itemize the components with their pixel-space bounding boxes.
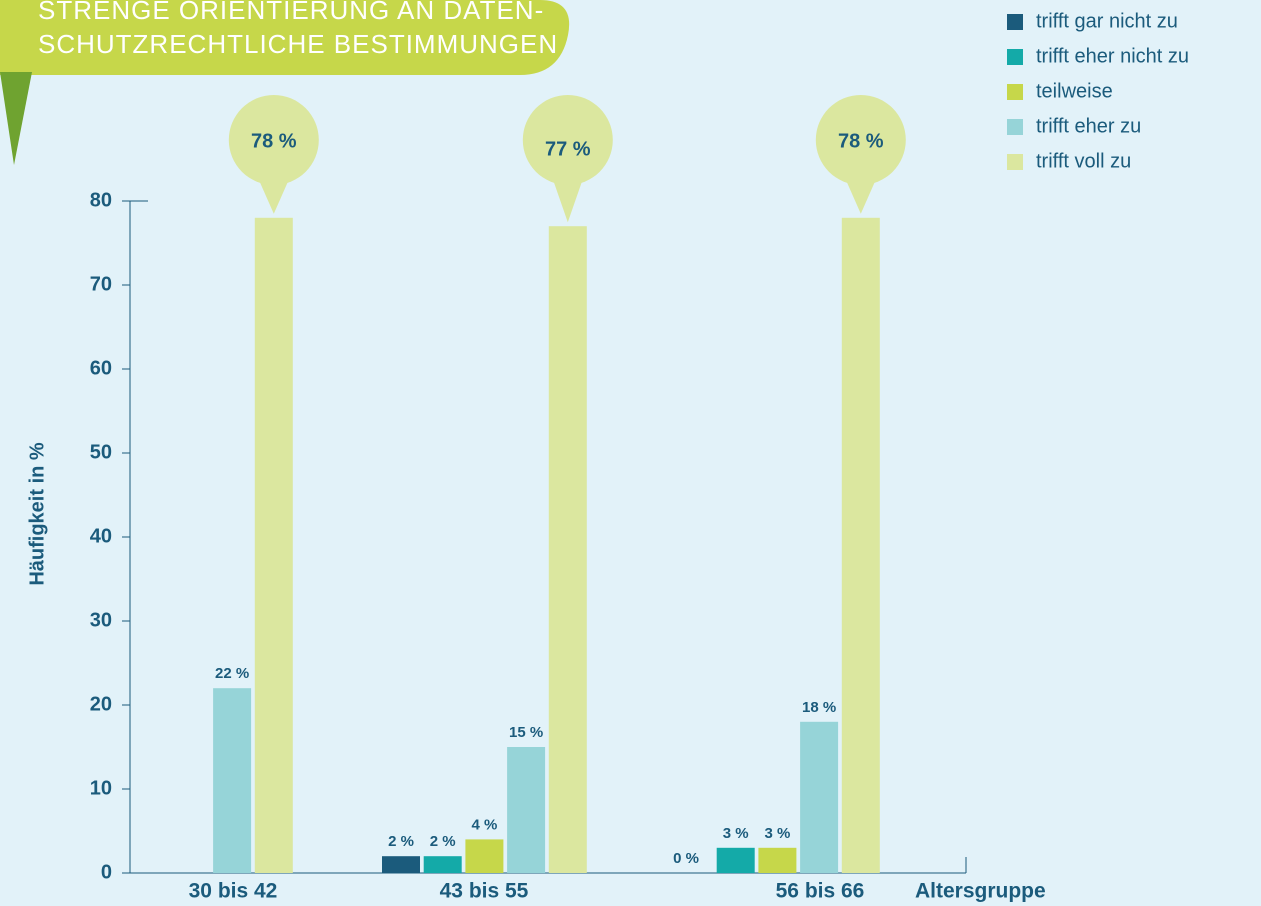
value-label: 2 %	[430, 833, 456, 850]
value-label: 78 %	[251, 130, 297, 152]
bar	[213, 688, 252, 873]
bar	[507, 747, 546, 873]
value-label: 18 %	[802, 699, 836, 716]
chart-title: SCHUTZRECHTLICHE BESTIMMUNGEN	[38, 29, 558, 59]
value-label: 22 %	[215, 665, 249, 682]
bar	[548, 226, 587, 873]
legend-label: trifft eher zu	[1036, 115, 1141, 137]
value-label: 3 %	[723, 825, 749, 842]
chart-title: STRENGE ORIENTIERUNG AN DATEN-	[38, 0, 544, 25]
value-label: 2 %	[388, 833, 414, 850]
bar	[254, 217, 293, 874]
bar	[382, 856, 420, 873]
title-banner	[0, 0, 570, 75]
value-label: 4 %	[471, 816, 497, 833]
value-label: 15 %	[509, 724, 543, 741]
y-tick-label: 10	[90, 777, 112, 799]
callout-bubble	[259, 182, 288, 214]
y-tick-label: 60	[90, 357, 112, 379]
legend-label: trifft gar nicht zu	[1036, 10, 1178, 32]
y-tick-label: 70	[90, 273, 112, 295]
value-label: 0 %	[673, 850, 699, 867]
legend-label: teilweise	[1036, 80, 1113, 102]
legend-swatch	[1007, 154, 1023, 170]
bar	[800, 721, 839, 873]
value-label: 78 %	[838, 130, 884, 152]
value-label: 77 %	[545, 138, 591, 160]
y-tick-label: 50	[90, 441, 112, 463]
y-axis-label: Häufigkeit in %	[26, 442, 48, 586]
bar	[716, 847, 755, 873]
bar	[841, 217, 880, 874]
y-tick-label: 20	[90, 693, 112, 715]
legend-swatch	[1007, 49, 1023, 65]
x-tick-label: 30 bis 42	[189, 880, 278, 903]
x-tick-label: 43 bis 55	[440, 880, 529, 903]
legend-swatch	[1007, 119, 1023, 135]
value-label: 3 %	[764, 825, 790, 842]
y-tick-label: 40	[90, 525, 112, 547]
callout-bubble	[846, 182, 875, 214]
bar	[758, 847, 797, 873]
callout-bubble	[553, 182, 582, 223]
callout-bubble	[522, 95, 613, 185]
y-tick-label: 80	[90, 189, 112, 211]
callout-bubble	[815, 95, 906, 185]
y-tick-label: 30	[90, 609, 112, 631]
legend-swatch	[1007, 84, 1023, 100]
legend-label: trifft eher nicht zu	[1036, 45, 1189, 67]
bar	[423, 856, 462, 873]
legend-swatch	[1007, 14, 1023, 30]
callout-bubble	[228, 95, 319, 185]
x-tick-label: 56 bis 66	[776, 880, 865, 903]
legend-label: trifft voll zu	[1036, 150, 1131, 172]
x-axis-label: Altersgruppe	[915, 880, 1046, 903]
y-tick-label: 0	[101, 861, 112, 883]
bar	[465, 839, 504, 873]
banner-tip	[0, 72, 32, 165]
